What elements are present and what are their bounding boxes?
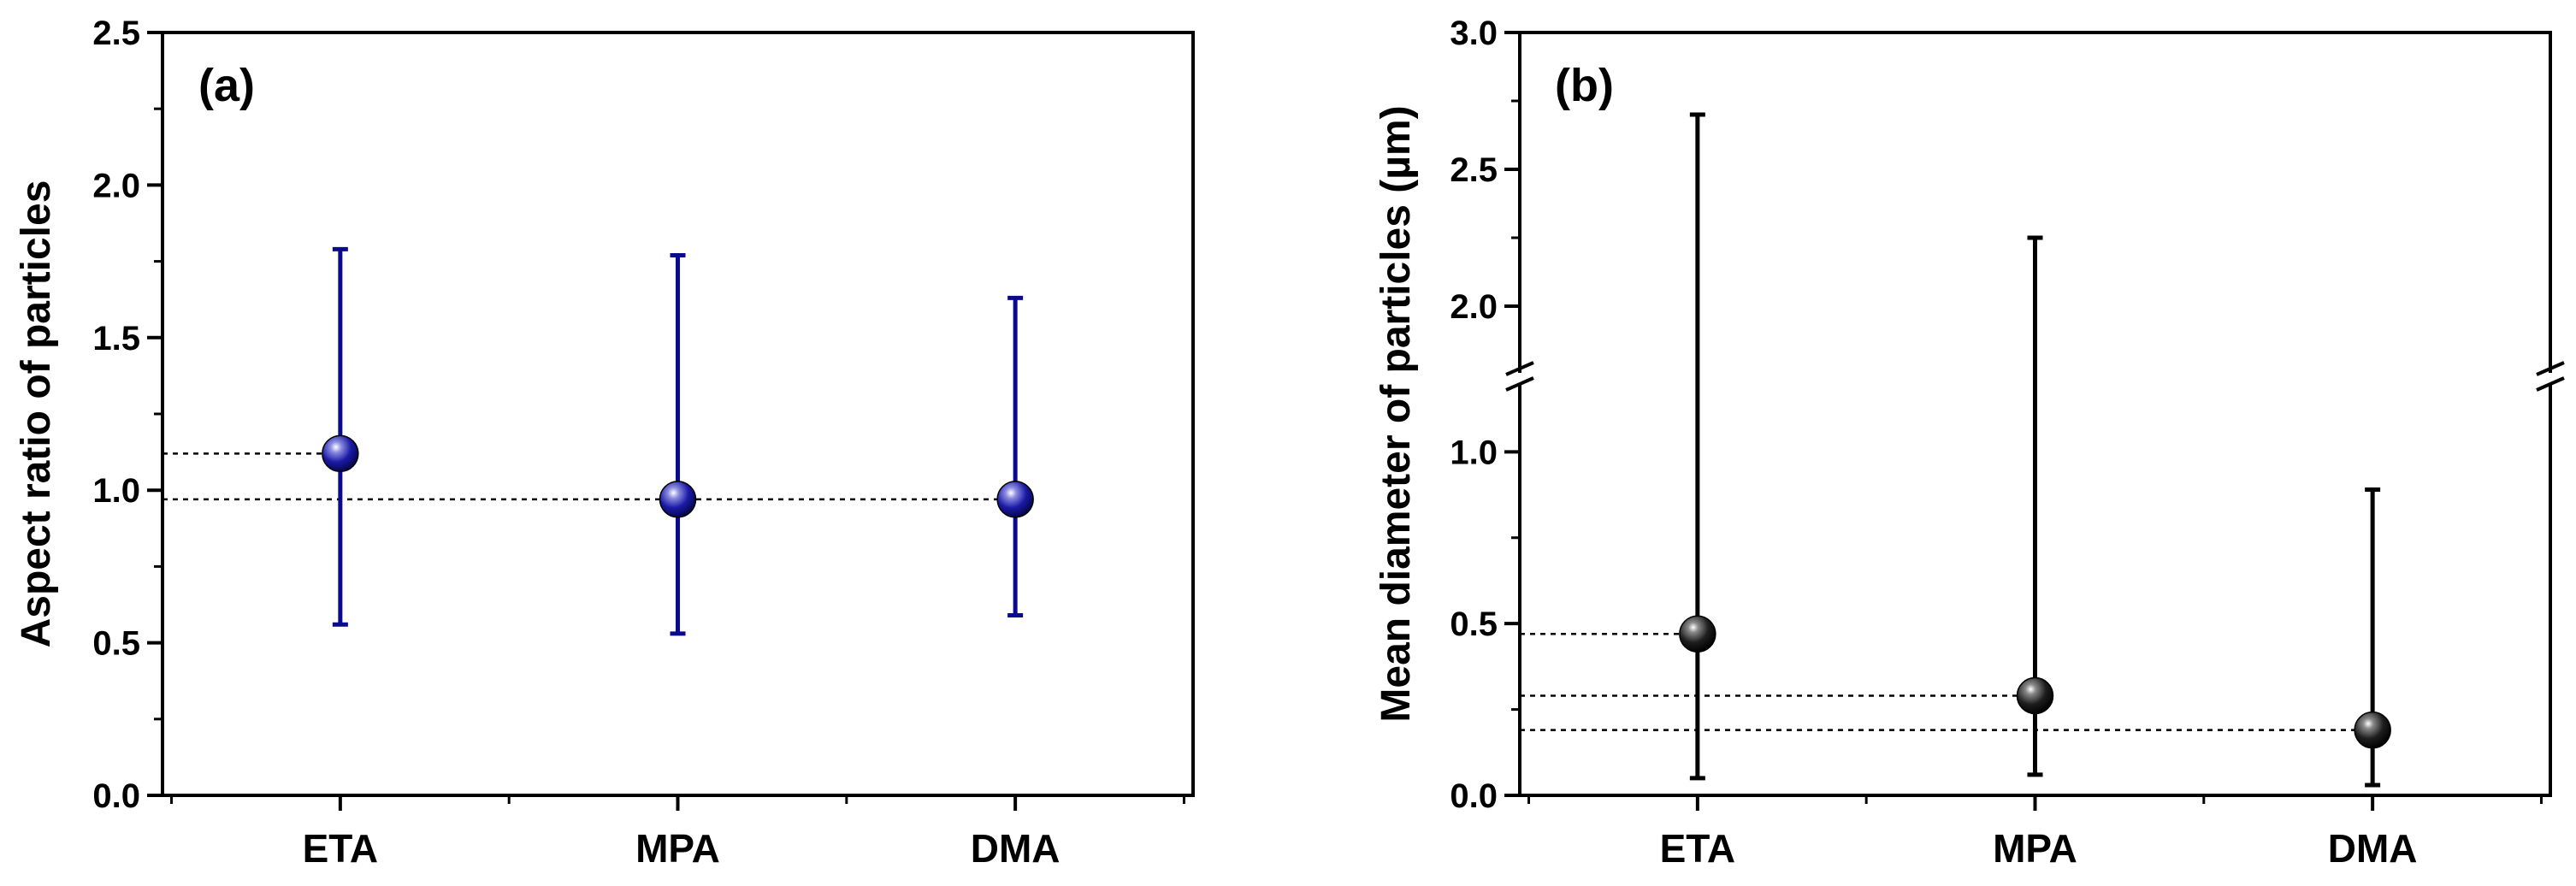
data-point [2354, 711, 2391, 749]
y-axis: 0.0 0.5 1.0 1.5 2.0 2.5 [92, 15, 162, 815]
panel-label: (b) [1555, 60, 1614, 111]
y-tick-label: 1.0 [92, 472, 140, 510]
x-tick-label: ETA [1660, 826, 1736, 871]
y-tick-label: 2.5 [92, 15, 140, 52]
chart-panel-a: 0.0 0.5 1.0 1.5 2.0 2.5 ETA MPA DMA (a) Aspect … [14, 15, 1195, 871]
y-axis-title: Mean diameter of particles (µm) [1374, 105, 1419, 722]
y-tick-label: 0.0 [1450, 777, 1498, 815]
x-tick-label: MPA [1993, 826, 2077, 871]
x-tick-label: DMA [971, 826, 1061, 871]
x-tick-label: ETA [303, 826, 379, 871]
axis-break-mark [2536, 376, 2565, 392]
data-point [996, 481, 1034, 518]
chart-panel-b: 0.0 0.5 1.0 2.0 2.5 3.0 ETA MPA DMA (b) Mean di… [1374, 15, 2565, 871]
y-tick-label: 3.0 [1450, 15, 1498, 52]
y-axis-title: Aspect ratio of particles [14, 180, 59, 648]
x-tick-label: DMA [2328, 826, 2418, 871]
x-axis: ETA MPA DMA [1527, 795, 2543, 871]
axis-break-mark [1505, 361, 1534, 376]
axis-break-mark [2536, 361, 2565, 376]
y-axis: 0.0 0.5 1.0 2.0 2.5 3.0 [1450, 15, 1520, 815]
x-axis: ETA MPA DMA [170, 795, 1185, 871]
y-tick-label: 2.5 [1450, 151, 1498, 189]
y-tick-label: 0.5 [92, 625, 140, 663]
axis-break [1505, 361, 2565, 392]
data-points [322, 434, 1034, 518]
y-tick-label: 2.0 [92, 167, 140, 204]
y-tick-label: 1.0 [1450, 434, 1498, 471]
y-tick-label: 2.0 [1450, 288, 1498, 326]
x-tick-label: MPA [635, 826, 720, 871]
panel-label: (a) [198, 60, 255, 111]
y-tick-label: 0.5 [1450, 605, 1498, 643]
data-point [1679, 615, 1716, 653]
data-point [2016, 676, 2054, 715]
y-tick-label: 1.5 [92, 320, 140, 357]
data-point [659, 481, 697, 518]
data-point [322, 434, 359, 473]
axis-break-mark [1505, 376, 1534, 392]
error-bars [332, 246, 1024, 636]
data-points [1679, 615, 2391, 749]
reference-lines [1520, 632, 2373, 731]
y-tick-label: 0.0 [92, 777, 140, 815]
reference-lines [162, 452, 1016, 501]
